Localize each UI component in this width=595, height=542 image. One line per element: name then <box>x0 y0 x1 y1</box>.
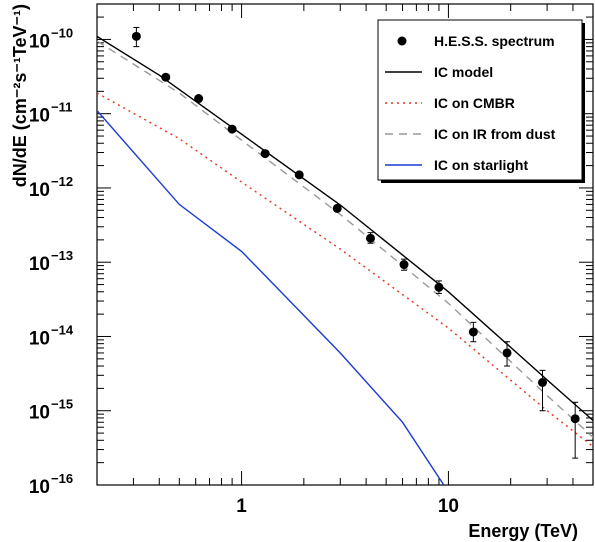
x-axis-label: Energy (TeV) <box>468 521 578 541</box>
y-tick-base: 10 <box>29 106 50 127</box>
legend: H.E.S.S. spectrum IC model IC on CMBR IC on… <box>377 19 585 183</box>
legend-label: H.E.S.S. spectrum <box>434 33 555 49</box>
legend-label: IC model <box>434 64 493 80</box>
y-tick-label: 10 −12 <box>29 174 73 201</box>
legend-label: IC on starlight <box>434 157 528 173</box>
data-point <box>131 31 141 41</box>
legend-item: IC on starlight <box>385 157 528 173</box>
y-tick-exponent: −13 <box>51 248 73 263</box>
legend-item: IC on IR from dust <box>385 126 556 142</box>
legend-marker <box>397 36 407 46</box>
legend-label: IC on CMBR <box>434 95 515 111</box>
y-tick-base: 10 <box>29 31 50 52</box>
data-point <box>194 94 204 104</box>
legend-box <box>377 19 583 181</box>
y-tick-exponent: −11 <box>51 100 72 115</box>
data-point <box>365 233 375 243</box>
y-tick-exponent: −14 <box>51 322 74 337</box>
x-axis: 1 10 <box>96 4 594 517</box>
data-point <box>434 282 444 292</box>
data-point <box>161 72 171 82</box>
series-line-ic-on-cmbr <box>97 92 593 448</box>
y-tick-base: 10 <box>29 477 50 498</box>
legend-item: IC on CMBR <box>385 95 515 111</box>
y-tick-label: 10 −14 <box>29 322 74 349</box>
plot-frame <box>96 3 594 486</box>
series-line-ic-model <box>97 35 593 421</box>
y-tick-label: 10 −15 <box>29 397 73 424</box>
x-tick-label: 10 <box>438 496 459 517</box>
legend-item: H.E.S.S. spectrum <box>397 33 555 49</box>
y-tick-label: 10 −16 <box>29 471 73 498</box>
series-line-ic-on-starlight <box>97 110 445 485</box>
data-point <box>332 203 342 213</box>
data-point <box>502 348 512 358</box>
y-tick-base: 10 <box>29 328 50 349</box>
data-point <box>538 378 548 388</box>
y-tick-base: 10 <box>29 403 50 424</box>
y-tick-label: 10 −13 <box>29 248 73 275</box>
data-point <box>260 149 270 159</box>
y-tick-label: 10 −10 <box>29 25 73 52</box>
y-tick-exponent: −16 <box>51 471 73 486</box>
data-point <box>294 170 304 180</box>
y-tick-exponent: −12 <box>51 174 73 189</box>
series-line-ic-on-ir-from-dust <box>97 40 593 438</box>
y-tick-exponent: −10 <box>51 25 73 40</box>
series-layer <box>97 26 593 485</box>
data-point <box>570 414 580 424</box>
y-tick-exponent: −15 <box>51 397 73 412</box>
y-tick-base: 10 <box>29 180 50 201</box>
x-tick-label: 1 <box>236 496 247 517</box>
legend-item: IC model <box>385 64 493 80</box>
data-point <box>399 260 409 270</box>
y-tick-label: 10 −11 <box>29 100 72 127</box>
data-point <box>227 124 237 134</box>
y-tick-base: 10 <box>29 254 50 275</box>
y-axis-label: dN/dE (cm⁻²s⁻¹TeV⁻¹) <box>10 4 30 187</box>
legend-label: IC on IR from dust <box>434 126 556 142</box>
data-point <box>468 327 478 337</box>
